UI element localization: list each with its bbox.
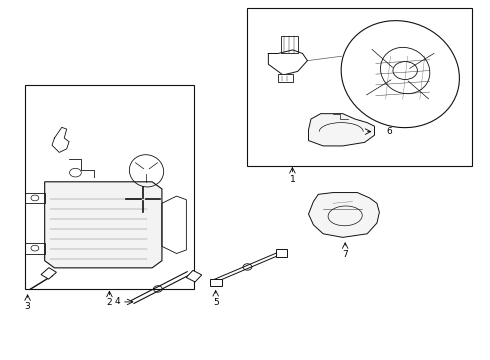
Text: 1: 1 xyxy=(290,175,295,184)
Polygon shape xyxy=(309,193,379,237)
Text: 6: 6 xyxy=(387,127,392,136)
Bar xyxy=(281,36,297,54)
Bar xyxy=(25,85,194,289)
Bar xyxy=(276,249,287,257)
Text: 3: 3 xyxy=(24,302,30,311)
Polygon shape xyxy=(45,182,162,268)
Polygon shape xyxy=(309,114,374,146)
Text: 2: 2 xyxy=(107,298,112,307)
Bar xyxy=(278,74,293,82)
Bar xyxy=(247,8,472,166)
Bar xyxy=(210,279,221,286)
Text: 5: 5 xyxy=(213,298,219,307)
Bar xyxy=(41,267,56,279)
Text: 4: 4 xyxy=(115,297,121,306)
Bar xyxy=(186,270,202,282)
Text: 7: 7 xyxy=(343,250,348,259)
